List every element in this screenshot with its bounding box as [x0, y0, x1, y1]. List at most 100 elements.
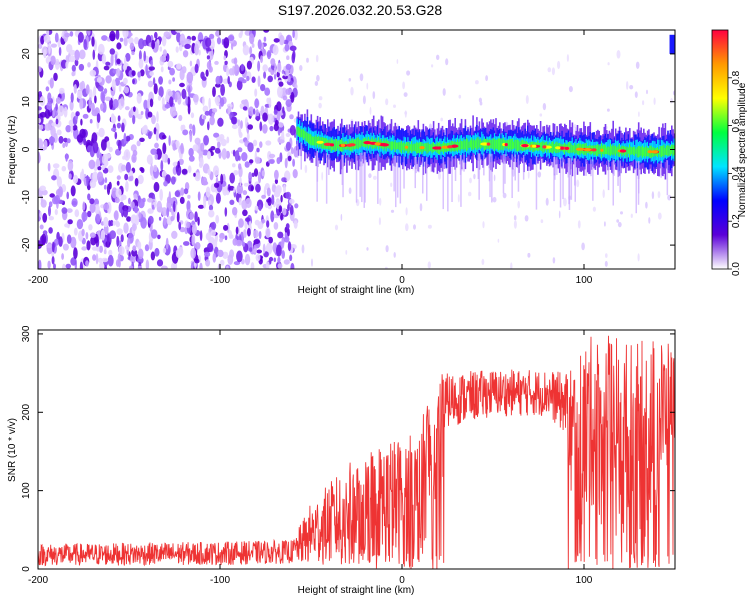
noise-speck: [51, 241, 55, 253]
sparse-speck: [642, 100, 645, 106]
signal-band: [393, 141, 395, 149]
noise-speck: [175, 248, 183, 259]
noise-speck: [285, 99, 292, 108]
snr-y-label: SNR (10 * v/v): [7, 418, 18, 482]
noise-speck: [194, 211, 198, 223]
signal-band: [315, 135, 318, 148]
signal-band: [551, 142, 553, 153]
noise-speck: [137, 174, 144, 185]
noise-speck: [208, 97, 211, 110]
noise-speck: [69, 100, 74, 111]
spectrogram-x-label: Height of straight line (km): [298, 285, 415, 296]
noise-speck: [83, 137, 87, 146]
noise-speck: [162, 142, 167, 155]
noise-speck: [282, 95, 288, 101]
noise-speck: [147, 197, 153, 203]
signal-band: [418, 142, 421, 154]
signal-band: [426, 142, 428, 154]
signal-streak: [562, 157, 564, 200]
snr-x-label: Height of straight line (km): [298, 585, 415, 596]
noise-speck: [199, 157, 204, 167]
noise-speck: [174, 93, 178, 103]
noise-speck: [184, 38, 191, 45]
noise-speck: [179, 33, 186, 46]
noise-speck: [273, 109, 278, 115]
signal-hotspot: [600, 148, 604, 152]
spectrogram-y-ticks: -20 -10 0 10 20: [21, 48, 675, 252]
signal-band: [511, 138, 514, 150]
spectrogram-y-tick-label: 20: [21, 48, 32, 60]
signal-streak: [414, 157, 416, 189]
noise-speck: [257, 171, 262, 184]
signal-hotspot: [619, 149, 627, 153]
noise-speck: [163, 31, 171, 38]
noise-speck: [65, 263, 72, 269]
sparse-speck: [306, 57, 309, 63]
noise-speck: [241, 99, 248, 105]
colorbar-label: Normalized spectral amplitude: [737, 82, 748, 217]
noise-speck: [54, 195, 61, 204]
noise-speck: [263, 186, 267, 198]
noise-speck: [100, 103, 103, 112]
sparse-speck: [345, 250, 348, 255]
noise-speck: [123, 132, 127, 144]
noise-speck: [266, 220, 270, 228]
noise-speck: [83, 38, 88, 50]
noise-speck: [289, 45, 297, 52]
noise-speck: [265, 140, 272, 146]
noise-speck: [263, 71, 267, 79]
signal-band: [572, 145, 575, 153]
noise-speck: [269, 125, 274, 132]
noise-speck: [39, 96, 46, 106]
noise-speck: [50, 43, 58, 48]
noise-speck: [150, 251, 156, 261]
noise-speck: [54, 209, 58, 216]
noise-speck: [50, 55, 56, 66]
signal-band: [497, 138, 500, 151]
noise-speck: [158, 76, 164, 85]
noise-speck: [219, 259, 225, 266]
noise-speck: [129, 42, 135, 51]
figure-title: S197.2026.032.20.53.G28: [278, 2, 442, 18]
signal-band: [668, 145, 670, 156]
noise-speck: [208, 48, 214, 61]
noise-speck: [160, 160, 164, 172]
noise-speck: [96, 113, 101, 123]
signal-band: [388, 140, 390, 149]
noise-speck: [43, 139, 48, 150]
signal-band: [323, 137, 325, 149]
noise-speck: [52, 163, 60, 169]
noise-speck: [260, 55, 263, 63]
signal-band: [518, 140, 520, 151]
noise-speck: [116, 235, 120, 247]
signal-band: [665, 145, 668, 156]
noise-speck: [291, 52, 296, 64]
noise-speck: [140, 111, 144, 115]
noise-speck: [191, 234, 196, 246]
noise-speck: [176, 32, 181, 43]
sparse-speck: [431, 64, 434, 68]
spectrogram-y-tick-label: -10: [21, 190, 32, 205]
noise-speck: [250, 262, 255, 269]
noise-speck: [282, 75, 289, 80]
signal-band: [634, 146, 636, 156]
noise-speck: [38, 66, 42, 73]
noise-speck: [207, 242, 214, 252]
noise-speck: [167, 60, 174, 68]
signal-band: [644, 147, 646, 158]
noise-speck: [175, 165, 179, 173]
noise-speck: [100, 229, 106, 241]
noise-speck: [238, 197, 242, 206]
noise-speck: [101, 53, 107, 65]
noise-speck: [76, 219, 84, 230]
noise-speck: [197, 204, 205, 209]
sparse-speck: [537, 171, 542, 178]
signal-band: [459, 139, 462, 152]
sparse-speck: [457, 194, 460, 203]
noise-speck: [271, 194, 275, 205]
noise-speck: [190, 112, 195, 119]
signal-streak: [637, 161, 640, 205]
signal-streak: [553, 157, 556, 174]
noise-speck: [176, 63, 182, 70]
signal-band: [669, 146, 672, 156]
